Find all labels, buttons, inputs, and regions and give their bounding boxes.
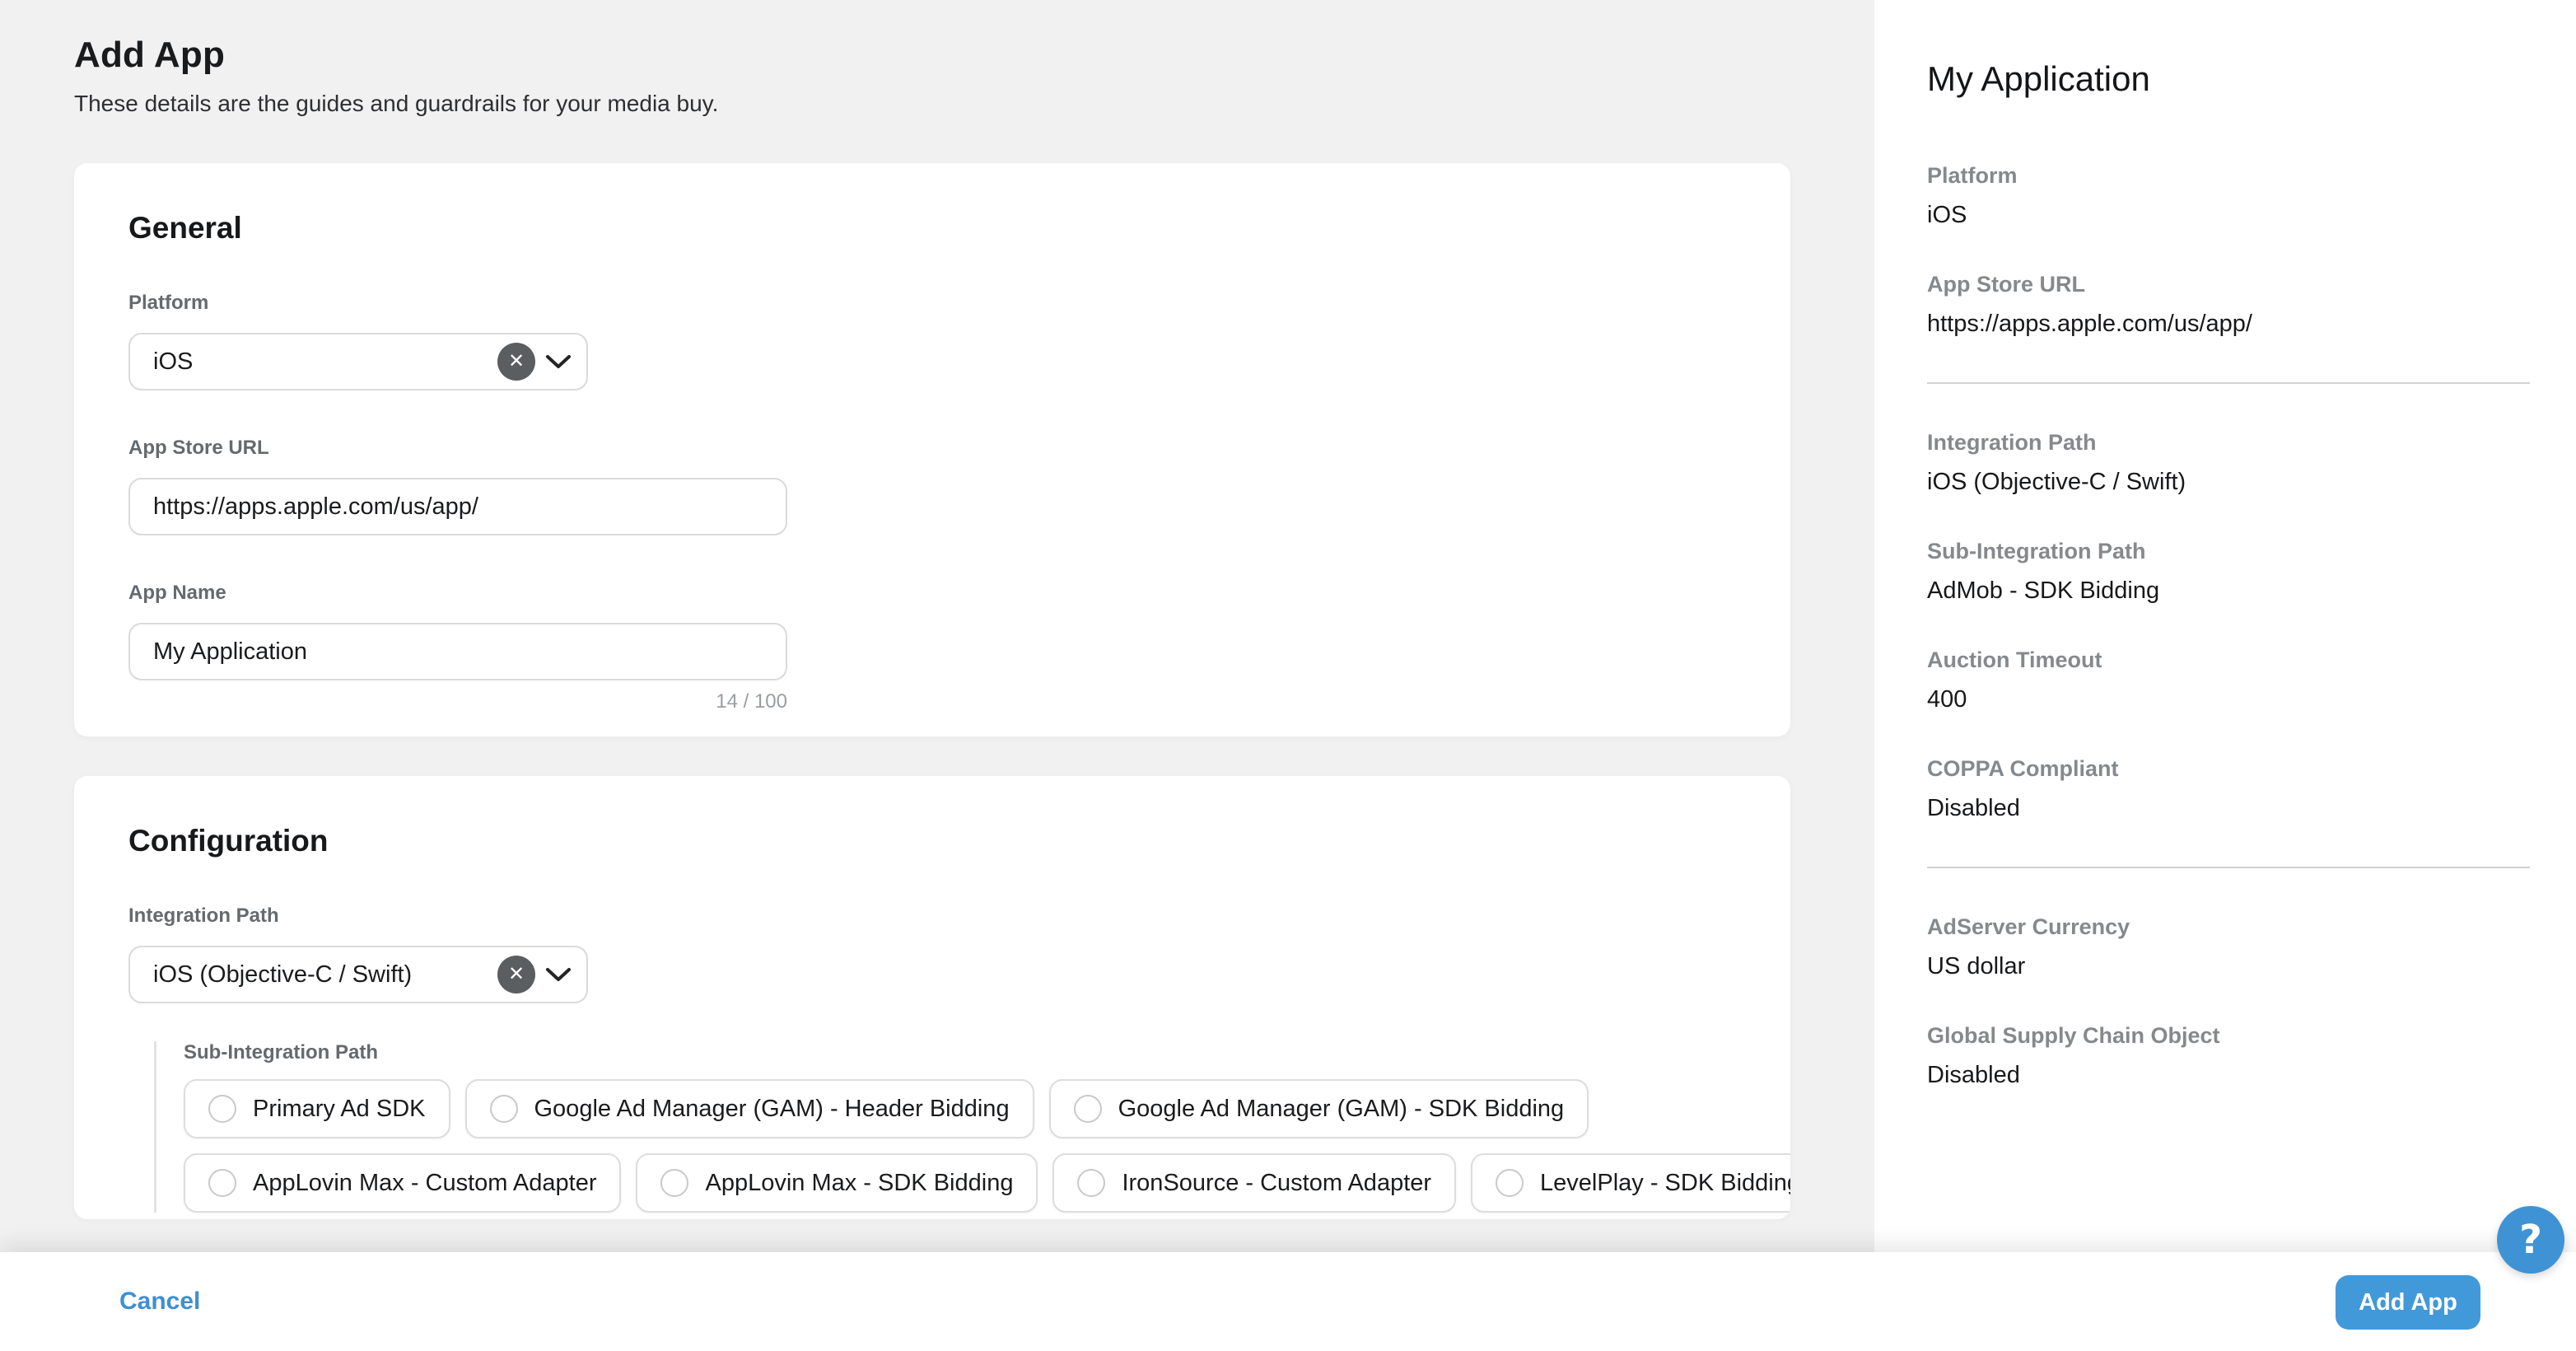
summary-coppa-compliant: COPPA Compliant Disabled bbox=[1927, 756, 2530, 822]
summary-value: iOS bbox=[1927, 202, 1967, 228]
page-title: Add App bbox=[74, 35, 226, 75]
general-card: General Platform iOS App Store URL App N… bbox=[74, 163, 1790, 736]
radio-icon[interactable] bbox=[208, 1095, 236, 1123]
sub-integration-path-group: Sub-Integration Path Primary Ad SDK Goog… bbox=[154, 1041, 1790, 1213]
summary-label: Global Supply Chain Object bbox=[1927, 1023, 2220, 1048]
configuration-card: Configuration Integration Path iOS (Obje… bbox=[74, 776, 1790, 1219]
summary-label: Platform bbox=[1927, 163, 2018, 188]
radio-option-applovin-custom-adapter[interactable]: AppLovin Max - Custom Adapter bbox=[184, 1153, 622, 1213]
summary-auction-timeout: Auction Timeout 400 bbox=[1927, 647, 2530, 713]
platform-select[interactable]: iOS bbox=[128, 333, 588, 390]
summary-sub-integration-path: Sub-Integration Path AdMob - SDK Bidding bbox=[1927, 539, 2530, 605]
sub-integration-row-2: AppLovin Max - Custom Adapter AppLovin M… bbox=[184, 1153, 1790, 1213]
summary-divider bbox=[1927, 382, 2530, 384]
summary-global-supply-chain: Global Supply Chain Object Disabled bbox=[1927, 1023, 2530, 1089]
summary-value: 400 bbox=[1927, 686, 1967, 713]
radio-option-gam-header-bidding[interactable]: Google Ad Manager (GAM) - Header Bidding bbox=[464, 1079, 1034, 1138]
chevron-down-icon bbox=[546, 968, 571, 981]
footer-action-bar: Cancel Add App bbox=[0, 1252, 2576, 1351]
radio-option-applovin-sdk-bidding[interactable]: AppLovin Max - SDK Bidding bbox=[636, 1153, 1038, 1213]
page-subtitle: These details are the guides and guardra… bbox=[74, 91, 719, 116]
summary-adserver-currency: AdServer Currency US dollar bbox=[1927, 914, 2530, 980]
summary-label: Auction Timeout bbox=[1927, 647, 2102, 672]
summary-label: Sub-Integration Path bbox=[1927, 539, 2146, 563]
summary-value: Disabled bbox=[1927, 1062, 2020, 1088]
summary-platform: Platform iOS bbox=[1927, 163, 2530, 229]
summary-value: Disabled bbox=[1927, 795, 2020, 821]
radio-option-levelplay-sdk-bidding[interactable]: LevelPlay - SDK Bidding bbox=[1471, 1153, 1790, 1213]
app-name-char-counter: 14 / 100 bbox=[716, 690, 787, 713]
cancel-button[interactable]: Cancel bbox=[119, 1288, 201, 1315]
integration-path-select[interactable]: iOS (Objective-C / Swift) bbox=[128, 946, 588, 1003]
summary-label: AdServer Currency bbox=[1927, 914, 2130, 939]
integration-path-select-value: iOS (Objective-C / Swift) bbox=[153, 961, 413, 988]
integration-path-label: Integration Path bbox=[128, 905, 279, 927]
summary-value: AdMob - SDK Bidding bbox=[1927, 577, 2160, 604]
radio-option-gam-sdk-bidding[interactable]: Google Ad Manager (GAM) - SDK Bidding bbox=[1048, 1079, 1589, 1138]
radio-option-label: Google Ad Manager (GAM) - Header Bidding bbox=[534, 1095, 1010, 1122]
app-store-url-input[interactable] bbox=[128, 478, 787, 535]
summary-label: COPPA Compliant bbox=[1927, 756, 2119, 781]
sub-integration-row-1: Primary Ad SDK Google Ad Manager (GAM) -… bbox=[184, 1079, 1736, 1138]
radio-option-label: AppLovin Max - Custom Adapter bbox=[253, 1169, 597, 1196]
radio-icon[interactable] bbox=[489, 1095, 518, 1123]
configuration-heading: Configuration bbox=[128, 824, 329, 858]
radio-option-label: Primary Ad SDK bbox=[253, 1095, 426, 1122]
summary-sidebar: My Application Platform iOS App Store UR… bbox=[1874, 0, 2576, 1351]
help-icon[interactable] bbox=[2497, 1206, 2564, 1274]
summary-value: https://apps.apple.com/us/app/ bbox=[1927, 311, 2252, 337]
app-store-url-label: App Store URL bbox=[128, 437, 269, 459]
radio-option-label: LevelPlay - SDK Bidding bbox=[1540, 1169, 1790, 1196]
summary-app-store-url: App Store URL https://apps.apple.com/us/… bbox=[1927, 272, 2530, 338]
app-name-label: App Name bbox=[128, 582, 226, 604]
radio-option-ironsource-custom-adapter[interactable]: IronSource - Custom Adapter bbox=[1052, 1153, 1457, 1213]
clear-icon[interactable] bbox=[497, 343, 535, 381]
radio-option-label: Google Ad Manager (GAM) - SDK Bidding bbox=[1118, 1095, 1565, 1122]
radio-option-primary-ad-sdk[interactable]: Primary Ad SDK bbox=[184, 1079, 450, 1138]
radio-icon[interactable] bbox=[660, 1169, 689, 1197]
platform-select-value: iOS bbox=[153, 348, 194, 375]
sub-integration-path-label: Sub-Integration Path bbox=[184, 1041, 378, 1064]
platform-label: Platform bbox=[128, 292, 209, 314]
summary-title: My Application bbox=[1927, 59, 2150, 98]
radio-icon[interactable] bbox=[208, 1169, 236, 1197]
summary-body: Platform iOS App Store URL https://apps.… bbox=[1927, 163, 2530, 1089]
radio-option-label: AppLovin Max - SDK Bidding bbox=[705, 1169, 1014, 1196]
add-app-button[interactable]: Add App bbox=[2336, 1275, 2480, 1330]
summary-value: US dollar bbox=[1927, 953, 2026, 979]
general-heading: General bbox=[128, 211, 242, 245]
clear-icon[interactable] bbox=[497, 956, 535, 993]
summary-label: App Store URL bbox=[1927, 272, 2085, 297]
radio-icon[interactable] bbox=[1073, 1095, 1102, 1123]
summary-value: iOS (Objective-C / Swift) bbox=[1927, 469, 2186, 495]
radio-icon[interactable] bbox=[1077, 1169, 1106, 1197]
radio-icon[interactable] bbox=[1496, 1169, 1524, 1197]
summary-label: Integration Path bbox=[1927, 430, 2097, 455]
radio-option-label: IronSource - Custom Adapter bbox=[1122, 1169, 1432, 1196]
add-app-form-area: Add App These details are the guides and… bbox=[0, 0, 1874, 1351]
summary-integration-path: Integration Path iOS (Objective-C / Swif… bbox=[1927, 430, 2530, 496]
app-name-input[interactable] bbox=[128, 623, 787, 680]
chevron-down-icon bbox=[546, 355, 571, 368]
summary-divider bbox=[1927, 867, 2530, 868]
